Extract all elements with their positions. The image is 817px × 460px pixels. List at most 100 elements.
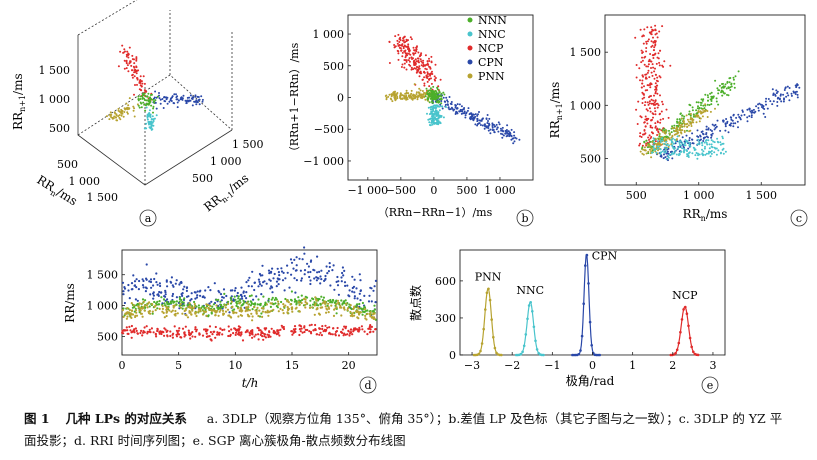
panel-d-point-ncp (248, 334, 251, 337)
panel-c-point-nnc (676, 135, 679, 138)
panel-b-point-ncp (401, 39, 404, 42)
panel-d-point-cpn (309, 270, 312, 274)
panel-b-point-ncp (423, 76, 426, 79)
panel-c-point-nnc (704, 153, 707, 156)
panel-d-point-ncp (214, 336, 217, 339)
panel-c-point-pnn (679, 131, 682, 134)
panel-d-point-nnn (235, 304, 238, 307)
panel-b-point-ncp (415, 48, 418, 51)
panel-c-point-ncp (655, 128, 658, 131)
panel-a-point (116, 119, 119, 122)
panel-c-point-nnc (719, 143, 722, 146)
panel-a-point (195, 103, 198, 106)
panel-c-point-nnc (705, 141, 708, 144)
panel-d-point-pnn (238, 302, 241, 305)
panel-d-point-nnn (295, 303, 298, 306)
panel-b-point-nnn (438, 90, 441, 93)
panel-d-point-ncp (331, 333, 334, 336)
panel-d-point-ncp (293, 325, 297, 328)
panel-d-point-pnn (358, 313, 361, 316)
panel-a-point (127, 56, 130, 59)
panel-c-point-nnn (712, 95, 715, 98)
panel-d-point-ncp (141, 334, 144, 337)
panel-c-point-ncp (654, 122, 657, 125)
panel-d-point-pnn (165, 310, 168, 314)
panel-c-point-nnn (696, 107, 699, 110)
panel-c-point-nnn (715, 97, 718, 100)
panel-d-point-ncp (219, 327, 222, 330)
panel-d-point-pnn (251, 315, 254, 318)
panel-b-point-pnn (384, 95, 387, 97)
panel-c-point-ncp (651, 63, 654, 66)
panel-d-point-nnn (254, 302, 257, 305)
panel-b-point-cpn (445, 96, 448, 99)
panel-d-point-pnn (227, 302, 230, 305)
panel-a-z-tick-2: 1 000 (39, 93, 71, 106)
panel-b-point-nnc (430, 111, 433, 114)
panel-d-point-ncp (179, 336, 182, 339)
panel-b-point-ncp (401, 44, 404, 47)
panel-d-point-cpn (328, 262, 331, 265)
panel-d-point-nnn (358, 302, 361, 306)
panel-d-point-cpn (196, 290, 199, 293)
panel-a-x-tick-2: 1 000 (69, 175, 101, 188)
panel-d-point-cpn (166, 285, 169, 288)
panel-a-point (189, 94, 192, 97)
panel-c-point-cpn (702, 140, 705, 142)
panel-b-point-pnn (420, 94, 423, 97)
panel-a-point (119, 111, 122, 114)
panel-d-point-cpn (295, 279, 298, 282)
panel-d-point-pnn (135, 314, 139, 317)
panel-c-point-nnn (721, 86, 724, 89)
panel-d-point-nnn (173, 300, 176, 303)
panel-b-point-ncp (423, 82, 426, 85)
panel-c-point-nnn (727, 94, 730, 97)
panel-d-point-pnn (214, 314, 217, 317)
panel-b-point-nnn (428, 89, 431, 92)
panel-c-point-cpn (782, 100, 785, 103)
panel-c-point-pnn (658, 138, 661, 140)
panel-c-point-ncp (635, 64, 638, 66)
panel-c-point-pnn (690, 113, 692, 115)
panel-c-point-cpn (710, 134, 713, 137)
panel-d-point-pnn (363, 308, 366, 311)
panel-d-point-cpn (160, 291, 163, 294)
panel-c-point-nnc (670, 153, 673, 156)
panel-d-point-cpn (239, 293, 242, 297)
panel-d-point-ncp (237, 327, 241, 331)
panel-e-point-cpn (582, 302, 585, 305)
panel-b-point-pnn (415, 91, 418, 94)
panel-c-point-nnc (681, 142, 684, 145)
panel-a-point (138, 106, 141, 109)
panel-d-point-nnn (151, 312, 154, 315)
panel-c-point-pnn (644, 149, 647, 152)
panel-d-point-cpn (199, 289, 202, 292)
panel-d-point-pnn (211, 309, 214, 312)
panel-b-point-cpn (498, 123, 501, 126)
panel-c-point-pnn (682, 119, 685, 122)
panel-b-point-cpn (461, 108, 464, 111)
panel-c-point-pnn (654, 150, 657, 153)
panel-c-point-nnc (664, 149, 667, 151)
panel-d-point-pnn (171, 309, 174, 312)
legend-label-pnn: PNN (478, 70, 505, 83)
panel-c-point-ncp (648, 138, 650, 141)
panel-b-point-nnn (440, 97, 443, 100)
panel-d-point-ncp (205, 332, 208, 335)
panel-d-point-ncp (237, 333, 241, 336)
panel-d-y-tick-label: 500 (97, 330, 118, 343)
panel-d-point-ncp (209, 331, 212, 334)
panel-c-point-nnc (671, 151, 674, 154)
panel-c-point-nnc (681, 147, 684, 150)
panel-b-point-cpn (442, 96, 445, 99)
panel-d-point-cpn (242, 291, 245, 294)
panel-d-point-ncp (209, 338, 212, 341)
panel-b-point-cpn (479, 124, 482, 126)
legend-label-ncp: NCP (478, 42, 504, 55)
panel-c-point-cpn (724, 125, 727, 128)
panel-b-point-ncp (433, 75, 436, 78)
panel-d-point-nnn (270, 298, 273, 301)
panel-c-point-nnn (707, 96, 710, 99)
panel-b-point-ncp (418, 55, 421, 58)
panel-a-point (119, 50, 122, 53)
